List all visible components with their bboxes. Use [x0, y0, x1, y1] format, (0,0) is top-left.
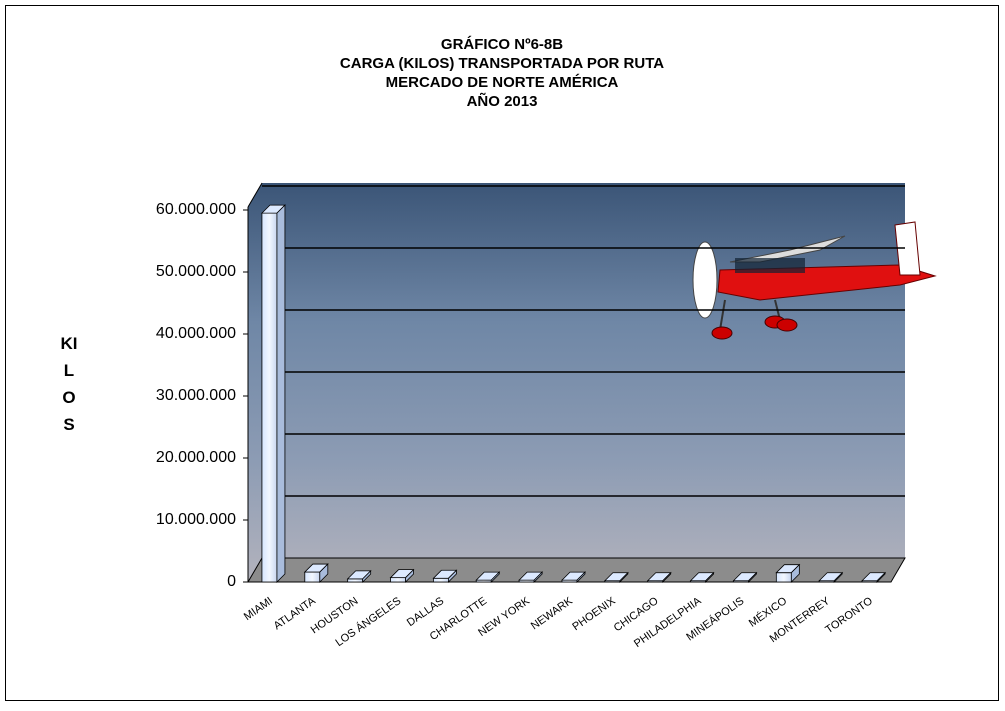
bar-side [576, 571, 586, 583]
bar-front [304, 571, 321, 583]
y-axis-depth [247, 182, 263, 208]
bar-side [533, 571, 543, 583]
bar-front [390, 577, 406, 583]
y-tick-label: 0 [227, 573, 236, 590]
bar-front [261, 212, 278, 583]
y-tick-label: 50.000.000 [156, 263, 236, 280]
bar [603, 571, 629, 583]
bar-side [405, 568, 414, 583]
y-axis-label: KILOS [60, 334, 78, 434]
bar [646, 571, 672, 583]
y-tick-label: 20.000.000 [156, 449, 236, 466]
bar-side [662, 571, 672, 583]
bar-side [748, 571, 757, 583]
bar-side [276, 204, 286, 583]
bar [518, 571, 544, 583]
bar [432, 569, 458, 583]
chart-title: CARGA (KILOS) TRANSPORTADA POR RUTA [340, 55, 664, 72]
bar [775, 563, 801, 583]
bar-side [619, 571, 629, 583]
chart-title: MERCADO DE NORTE AMÉRICA [386, 74, 619, 91]
bar-side [705, 571, 714, 583]
bar-front [432, 577, 449, 583]
bar-side [790, 563, 800, 583]
bar-front [347, 578, 364, 583]
bar-front [775, 572, 792, 583]
plane-illustration [692, 221, 937, 340]
bar [561, 571, 586, 583]
y-tick-label: 30.000.000 [156, 387, 236, 404]
bar [861, 571, 887, 583]
bar [732, 571, 758, 583]
y-tick-label: 60.000.000 [156, 201, 236, 218]
bar-side [490, 571, 500, 583]
bar [346, 569, 372, 583]
bar [475, 571, 501, 583]
y-tick-label: 40.000.000 [156, 325, 236, 342]
chart-title: AÑO 2013 [467, 92, 538, 110]
bar [689, 571, 715, 583]
bar [389, 568, 415, 583]
bar-side [447, 569, 457, 583]
bar-side [876, 571, 886, 583]
bar-side [362, 569, 372, 583]
bar [303, 563, 329, 583]
bar [818, 571, 844, 583]
bar [260, 204, 286, 583]
chart-title: GRÁFICO Nº6-8B [441, 36, 563, 53]
y-tick-label: 10.000.000 [156, 511, 236, 528]
plot-background [248, 183, 905, 582]
bar-side [833, 571, 843, 583]
bar-side [319, 563, 329, 583]
